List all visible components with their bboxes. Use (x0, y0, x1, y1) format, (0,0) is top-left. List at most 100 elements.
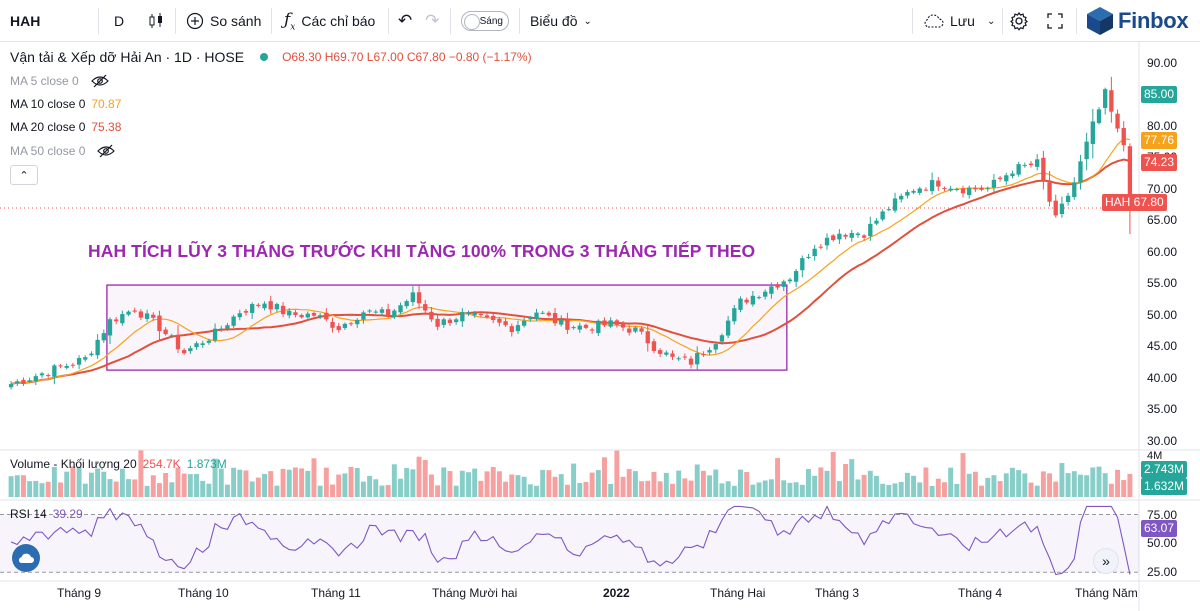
candle-body (101, 333, 106, 341)
volume-bar (651, 471, 657, 497)
time-tick-label: Tháng Mười hai (432, 586, 518, 600)
rsi-tick-label: 50.00 (1147, 536, 1178, 551)
candle-body (132, 310, 137, 312)
rsi-badge: 63.07 (1141, 520, 1178, 538)
ma50-legend[interactable]: MA 50 close 0 (10, 144, 116, 158)
brand-name: Finbox (1118, 8, 1189, 33)
volume-bar (509, 474, 515, 497)
volume-bar (812, 475, 818, 497)
volume-bar (1028, 482, 1034, 497)
candle-body (639, 328, 644, 332)
candle-body (744, 299, 749, 303)
indicators-button[interactable]: ƒx Các chỉ báo (284, 0, 375, 42)
volume-bar (1121, 480, 1127, 497)
volume-bar (478, 480, 484, 497)
candle-body (1090, 121, 1095, 144)
volume-bar (200, 480, 206, 497)
price-tick-label: 70.00 (1147, 181, 1178, 196)
candlestick-icon (149, 13, 162, 28)
volume-bar (1059, 463, 1065, 497)
fullscreen-button[interactable] (1046, 0, 1064, 42)
volume-bar (249, 481, 255, 497)
chart-type-dropdown[interactable]: Biểu đồ ⌄ (530, 0, 592, 42)
volume-bar (682, 478, 688, 497)
candle-body (70, 364, 76, 366)
candle-body (342, 323, 348, 328)
toolbar-divider (519, 8, 520, 34)
collapse-legend-button[interactable]: ⌃ (10, 165, 38, 185)
candle-body (287, 310, 292, 316)
candle-body (899, 195, 904, 200)
chart-style-button[interactable] (147, 0, 165, 42)
ma20-legend[interactable]: MA 20 close 0 75.38 (10, 120, 121, 134)
scroll-to-latest-button[interactable]: » (1093, 548, 1119, 574)
volume-bar (639, 481, 645, 497)
candle-body (886, 209, 892, 211)
candle-body (435, 318, 440, 327)
ma10-value: 70.87 (91, 97, 122, 111)
symbol-search[interactable]: HAH (10, 0, 40, 42)
eye-hidden-icon[interactable] (97, 144, 116, 158)
volume-bar (874, 475, 879, 497)
cloud-icon (18, 553, 34, 563)
volume-value-2: 1.873M (186, 457, 227, 471)
candle-body (831, 235, 836, 241)
fullscreen-icon (1047, 13, 1063, 29)
candle-body (1022, 164, 1027, 166)
eye-hidden-icon[interactable] (90, 74, 109, 88)
candle-body (589, 329, 595, 331)
candle-body (763, 291, 768, 297)
volume-bar (713, 469, 719, 497)
undo-button[interactable]: ↶ (398, 0, 412, 42)
toolbar-divider (271, 8, 272, 34)
rsi-legend[interactable]: RSI 14 39.29 (10, 507, 83, 521)
volume-bar (540, 469, 546, 497)
volume-bar (719, 483, 725, 497)
cloud-logo-button[interactable] (12, 544, 40, 572)
compare-button[interactable]: So sánh (186, 0, 261, 42)
candle-body (398, 305, 403, 313)
candle-body (868, 223, 873, 237)
volume-badge: 2.743M (1141, 461, 1188, 478)
candle-body (169, 335, 174, 337)
volume-bar (608, 483, 614, 497)
candle-body (1028, 163, 1034, 166)
ma5-legend[interactable]: MA 5 close 0 (10, 74, 109, 88)
save-button[interactable]: Lưu ⌄ (922, 0, 995, 42)
volume-legend[interactable]: Volume - Khối lượng 20 254.7K 1.873M (10, 457, 227, 471)
price-tick-label: 90.00 (1147, 55, 1178, 70)
candle-body (997, 177, 1003, 179)
candle-body (1016, 164, 1021, 175)
ma10-legend[interactable]: MA 10 close 0 70.87 (10, 97, 121, 111)
volume-bar (521, 476, 527, 497)
volume-bar (923, 467, 929, 497)
top-toolbar: HAH D So sánh ƒx Các chỉ báo ↶ ↷ Sáng Bi… (0, 0, 1200, 42)
volume-bar (1034, 485, 1040, 497)
volume-bar (274, 485, 280, 497)
settings-button[interactable] (1009, 0, 1029, 42)
volume-bar (373, 479, 379, 497)
time-tick-label: Tháng 4 (958, 586, 1003, 600)
volume-bar (8, 476, 14, 497)
candle-body (781, 281, 786, 287)
volume-bar (58, 482, 64, 497)
candle-body (194, 343, 199, 348)
volume-bar (496, 471, 502, 497)
volume-bar (237, 469, 243, 497)
candle-body (83, 357, 88, 360)
volume-bar (466, 472, 471, 497)
candle-body (268, 301, 273, 310)
volume-bar (150, 475, 156, 497)
candle-body (756, 297, 762, 299)
volume-bar (781, 480, 787, 497)
interval-button[interactable]: D (114, 0, 124, 42)
volume-bar (292, 467, 298, 497)
candle-body (596, 320, 601, 334)
candle-body (274, 304, 280, 310)
volume-bar (410, 469, 416, 497)
volume-bar (126, 479, 132, 497)
save-label: Lưu (950, 13, 975, 29)
theme-toggle[interactable]: Sáng (461, 0, 509, 42)
redo-button[interactable]: ↷ (425, 0, 439, 42)
